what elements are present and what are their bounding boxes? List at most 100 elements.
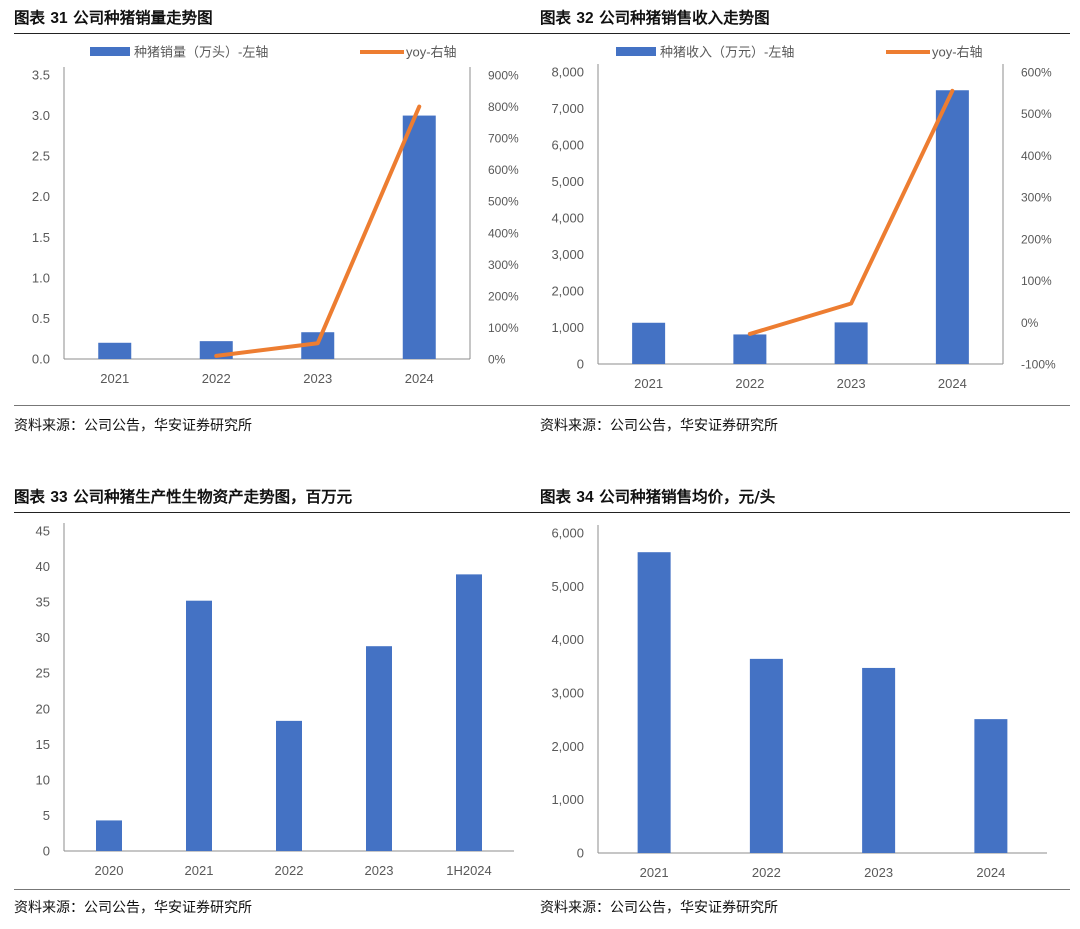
y-tick-label: 8,000 [551,65,584,80]
title-text: 公司种猪销售收入走势图 [599,9,770,27]
bar-2021 [186,600,212,851]
chart-title: 图表 34 公司种猪销售均价，元/头 [540,485,775,509]
bar-2023 [862,667,896,853]
y2-tick-label: 100% [488,321,519,335]
source-rule [14,889,544,890]
y-tick-label: 5,000 [551,174,584,189]
bar-2024 [402,115,436,359]
chart-panel-33: 图表 33 公司种猪生产性生物资产走势图，百万元 0 5 10 15 20 25 30 35 4… [14,485,544,925]
y-tick-label: 3.5 [32,68,50,83]
title-prefix: 图表 [14,488,46,506]
y-tick-label: 6,000 [551,138,584,153]
x-tick-label: 2020 [95,863,124,878]
legend-bar-label: 种猪收入（万元）-左轴 [660,45,794,60]
y2-tick-label: 0% [1021,316,1039,330]
title-rule [14,33,544,34]
source-rule [540,889,1070,890]
y2-tick-label: 600% [1021,66,1052,80]
chart-svg: 0 1,000 2,000 3,000 4,000 5,000 6,000 2021 2022 2… [551,525,1047,880]
x-tick-label: 2024 [976,865,1005,880]
title-prefix: 图表 [14,9,46,27]
x-tick-label: 2021 [634,376,663,391]
title-text: 公司种猪生产性生物资产走势图，百万元 [73,488,353,506]
source-rule [540,405,1070,406]
legend-bar-label: 种猪销量（万头）-左轴 [134,45,268,60]
y-tick-label: 45 [36,524,50,539]
y2-tick-label: 200% [488,289,519,303]
y-tick-label: 25 [36,666,50,681]
legend-bar-swatch [90,47,130,56]
y-tick-label: 0 [43,844,50,859]
y2-tick-label: 700% [488,132,519,146]
y-tick-label: 10 [36,772,50,787]
title-prefix: 图表 [540,488,572,506]
bar-2021 [632,322,666,364]
source-note: 资料来源：公司公告，华安证券研究所 [14,418,252,434]
bar-2022 [276,720,302,851]
title-rule [540,512,1070,513]
yoy-line [747,88,955,336]
bar-2023 [366,646,392,851]
title-text: 公司种猪销售均价，元/头 [599,488,776,506]
title-rule [14,512,544,513]
y-tick-label: 20 [36,701,50,716]
y2-tick-label: 300% [1021,191,1052,205]
chart-title: 图表 32 公司种猪销售收入走势图 [540,6,770,30]
y2-tick-label: 900% [488,69,519,83]
y-tick-label: 0 [577,357,584,372]
y-tick-label: 4,000 [551,211,584,226]
bar-2021 [98,342,132,359]
title-text: 公司种猪销量走势图 [73,9,213,27]
y2-tick-label: 100% [1021,274,1052,288]
chart-svg: 0 1,000 2,000 3,000 4,000 5,000 6,000 7,000 8,00… [551,45,1056,392]
bar-2022 [749,658,783,853]
y-tick-label: 30 [36,630,50,645]
y2-tick-label: -100% [1021,358,1056,372]
source-note: 资料来源：公司公告，华安证券研究所 [14,900,252,916]
y-tick-label: 1.5 [32,230,50,245]
bar-1H2024 [456,574,482,851]
y2-tick-label: 800% [488,100,519,114]
bar-2021 [637,552,671,853]
x-tick-label: 2024 [938,376,967,391]
source-rule [14,405,544,406]
source-note: 资料来源：公司公告，华安证券研究所 [540,418,778,434]
y-tick-label: 6,000 [551,526,584,541]
legend-bar-swatch [616,47,656,56]
bar-2023 [834,322,868,364]
y-tick-label: 3,000 [551,686,584,701]
x-tick-label: 2023 [303,371,332,386]
y2-tick-label: 400% [488,226,519,240]
y-tick-label: 2.5 [32,149,50,164]
y-tick-label: 0.0 [32,352,50,367]
x-tick-label: 2024 [405,371,434,386]
chart-panel-34: 图表 34 公司种猪销售均价，元/头 0 1,000 2,000 3,000 4,000… [540,485,1070,925]
y-tick-label: 35 [36,595,50,610]
title-number: 31 [50,10,68,27]
y-tick-label: 5 [43,808,50,823]
bar-2022 [733,334,767,364]
chart-svg: 0.0 0.5 1.0 1.5 2.0 2.5 3.0 3.5 0% 100% 200% 300% 40… [32,45,519,387]
x-tick-label: 2021 [185,863,214,878]
y-tick-label: 5,000 [551,579,584,594]
bar-2024 [974,719,1008,853]
x-tick-label: 2022 [275,863,304,878]
x-tick-label: 2021 [640,865,669,880]
y-tick-label: 2,000 [551,284,584,299]
y-tick-label: 0.5 [32,311,50,326]
y2-tick-label: 500% [1021,107,1052,121]
title-rule [540,33,1070,34]
x-tick-label: 2023 [864,865,893,880]
y2-tick-label: 300% [488,258,519,272]
yoy-line [214,104,422,358]
x-tick-label: 2023 [365,863,394,878]
y-tick-label: 7,000 [551,101,584,116]
y-tick-label: 1,000 [551,792,584,807]
y2-tick-label: 200% [1021,232,1052,246]
x-tick-label: 1H2024 [446,863,492,878]
y-tick-label: 1,000 [551,320,584,335]
legend-line-label: yoy-右轴 [932,45,983,60]
title-prefix: 图表 [540,9,572,27]
bar-2020 [96,820,122,851]
y2-tick-label: 600% [488,163,519,177]
